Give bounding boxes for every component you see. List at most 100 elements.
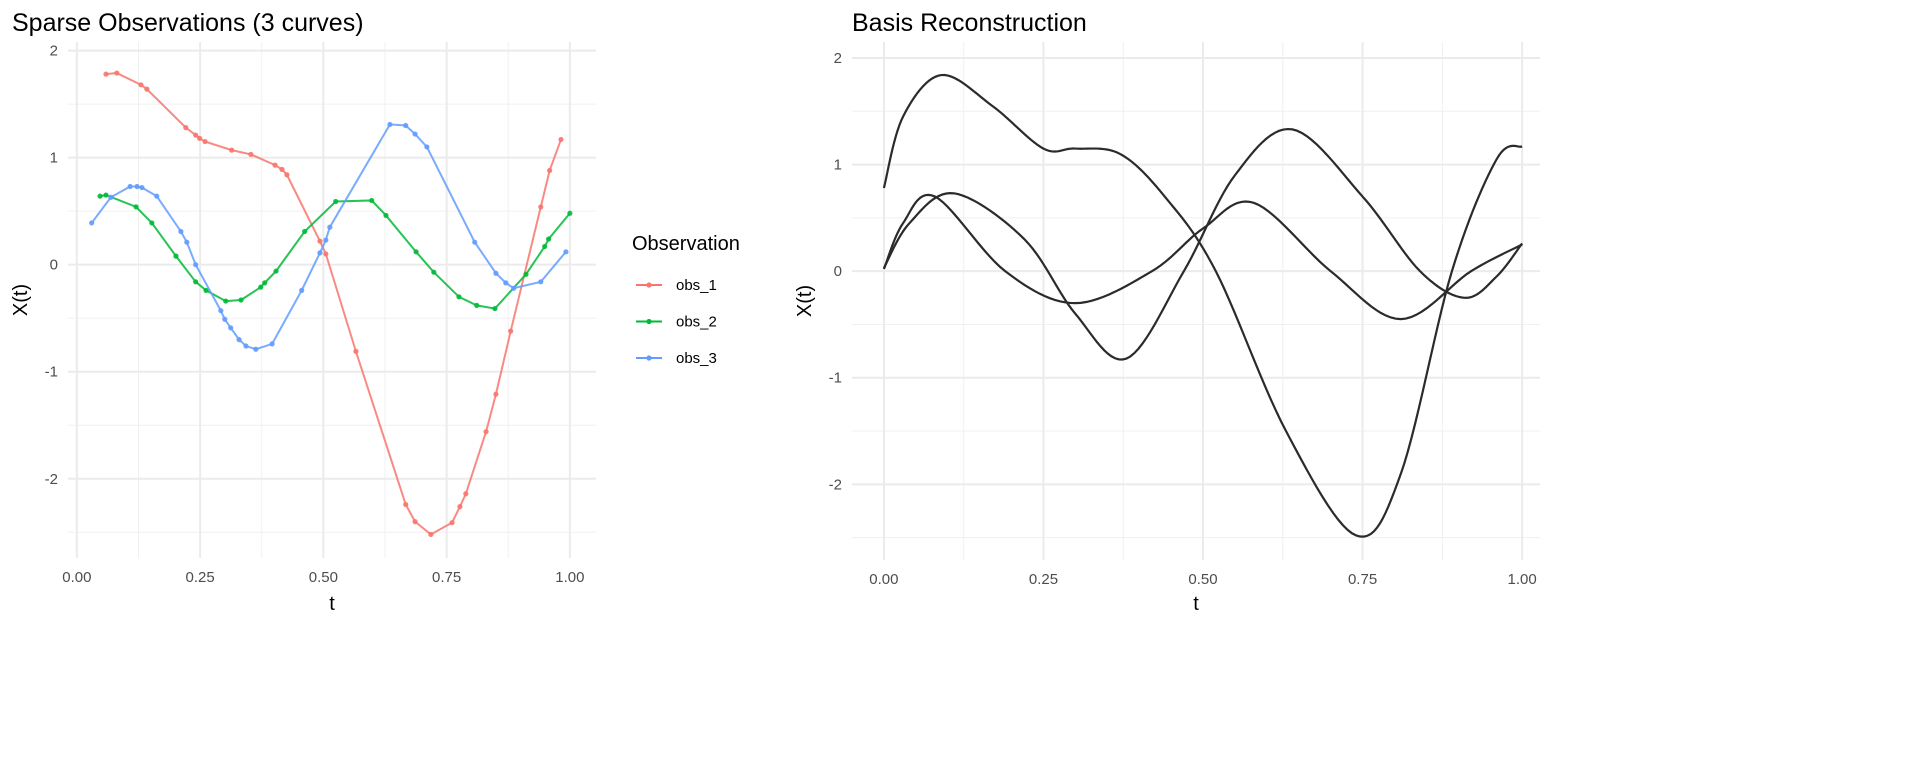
data-point (279, 166, 285, 172)
legend-label: obs_3 (676, 350, 717, 367)
data-point (273, 268, 279, 274)
x-tick-label: 1.00 (1508, 571, 1537, 588)
data-point (387, 121, 393, 128)
data-point (243, 343, 249, 349)
data-point (229, 147, 235, 153)
data-point (89, 220, 95, 226)
data-point (383, 212, 389, 219)
data-point (563, 249, 569, 255)
y-tick-label: 0 (834, 263, 842, 280)
y-tick-label: -2 (45, 471, 58, 488)
series-line-obs_1 (105, 72, 562, 536)
data-point (412, 131, 418, 137)
data-point (134, 183, 140, 190)
data-point (327, 224, 333, 230)
data-point (424, 144, 430, 150)
data-point (144, 86, 150, 92)
data-point (222, 316, 228, 322)
x-tick-label: 0.00 (869, 571, 898, 588)
legend-label: obs_1 (676, 277, 717, 294)
x-tick-label: 0.75 (432, 569, 461, 586)
y-tick-label: 1 (834, 157, 842, 174)
y-axis-label: X(t) (794, 285, 816, 317)
series-obs_2 (97, 192, 573, 312)
series-rec_1 (882, 73, 1523, 538)
legend-key-point (646, 282, 652, 288)
data-point (511, 285, 517, 291)
data-point (302, 228, 308, 235)
legend-item-obs_2: obs_2 (636, 314, 717, 331)
data-point (173, 253, 179, 259)
data-point (353, 348, 359, 354)
series-rec_2 (882, 193, 1523, 321)
series-obs_1 (103, 70, 564, 538)
data-point (449, 520, 455, 526)
y-tick-label: 0 (50, 257, 58, 274)
series-obs_3 (89, 121, 569, 352)
x-tick-label: 0.00 (62, 569, 91, 586)
data-point (178, 228, 184, 235)
y-tick-label: -1 (829, 370, 842, 387)
y-tick-label: -2 (829, 476, 842, 493)
data-point (567, 210, 573, 216)
legend: Observation obs_1 obs_2 obs_3 (632, 233, 740, 367)
data-point (483, 429, 489, 435)
legend-label: obs_2 (676, 314, 717, 331)
data-point (269, 341, 275, 347)
y-tick-label: 2 (50, 43, 58, 60)
data-point (472, 239, 478, 245)
data-point (193, 262, 199, 268)
data-point (284, 172, 290, 178)
data-point (154, 193, 160, 199)
data-point (253, 346, 259, 352)
data-point (493, 391, 499, 397)
data-point (463, 491, 469, 497)
data-point (108, 194, 114, 200)
x-tick-label: 0.75 (1348, 571, 1377, 588)
data-point (103, 192, 109, 198)
data-point (299, 287, 305, 293)
data-point (493, 270, 499, 276)
data-point (97, 193, 103, 199)
data-point (138, 82, 144, 88)
data-point (183, 125, 189, 131)
data-point (542, 243, 548, 250)
data-point (197, 135, 203, 141)
data-point (428, 531, 434, 538)
data-point (203, 287, 209, 293)
data-point (456, 294, 462, 300)
data-point (317, 238, 323, 244)
data-point (403, 122, 409, 129)
data-point (218, 308, 224, 314)
data-point (538, 279, 544, 285)
data-point (139, 184, 145, 191)
chart-title: Sparse Observations (3 curves) (12, 9, 364, 37)
x-axis-label: t (1193, 593, 1199, 615)
data-point (272, 162, 278, 168)
legend-item-obs_3: obs_3 (636, 350, 717, 367)
data-point (133, 204, 139, 210)
panel-2: -2 -1 0 1 2 0.00 0.25 0.50 0.75 1.00 Basis Reconst… (794, 9, 1540, 615)
series-line-obs_3 (90, 123, 567, 351)
y-axis-label: X(t) (10, 284, 32, 316)
series-line-obs_2 (99, 194, 571, 310)
data-point (503, 280, 509, 286)
x-tick-label: 0.50 (1188, 571, 1217, 588)
data-point (317, 250, 323, 256)
data-point (114, 70, 120, 76)
curve-rec_2 (882, 193, 1523, 321)
x-tick-label: 0.25 (1029, 571, 1058, 588)
data-point (538, 204, 544, 210)
curve-rec_1 (882, 73, 1523, 538)
data-point (547, 167, 553, 174)
data-point (248, 151, 254, 158)
data-point (103, 71, 109, 77)
x-axis-label: t (329, 593, 335, 615)
data-point (413, 249, 419, 255)
x-tick-label: 0.25 (186, 569, 215, 586)
data-point (323, 237, 329, 243)
y-tick-label: 1 (50, 150, 58, 167)
data-point (369, 197, 375, 204)
data-point (236, 337, 242, 343)
data-point (412, 519, 418, 525)
